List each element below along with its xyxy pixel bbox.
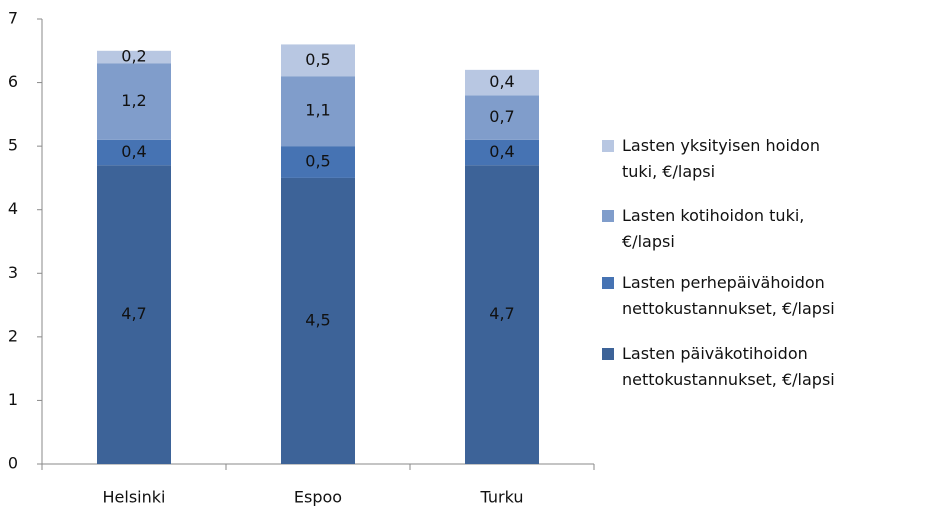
data-label: 4,7 [121, 304, 146, 323]
bar-segment [465, 139, 539, 166]
y-tick-label: 5 [8, 136, 18, 155]
data-label: 1,1 [305, 101, 330, 120]
bar-segment [97, 50, 171, 64]
y-tick-label: 3 [8, 263, 18, 282]
data-label: 0,4 [489, 72, 514, 91]
bar-segment [465, 165, 539, 464]
data-label: 4,7 [489, 304, 514, 323]
legend-label: Lasten perhepäivähoidon nettokustannukset… [622, 273, 835, 318]
y-tick-label: 1 [8, 390, 18, 409]
legend-label: Lasten päiväkotihoidon nettokustannukset,… [622, 344, 835, 389]
legend-label: Lasten yksityisen hoidon tuki, €/lapsi [622, 136, 820, 181]
y-tick-label: 7 [8, 9, 18, 28]
bar-segment [97, 139, 171, 166]
x-tick-label: Helsinki [103, 488, 166, 507]
data-label: 0,2 [121, 47, 146, 66]
data-label: 1,2 [121, 91, 146, 110]
legend-swatch [602, 140, 614, 152]
bar-segment [97, 63, 171, 140]
x-tick-label: Espoo [294, 488, 342, 507]
legend-label: Lasten kotihoidon tuki, €/lapsi [622, 206, 804, 251]
legend-swatch [602, 348, 614, 360]
bar-segment [281, 177, 355, 464]
legend-swatch [602, 210, 614, 222]
data-label: 0,4 [121, 142, 146, 161]
data-label: 0,5 [305, 50, 330, 69]
legend-swatch [602, 277, 614, 289]
bar-segment [465, 95, 539, 140]
y-tick-label: 0 [8, 454, 18, 473]
x-tick-label: Turku [480, 488, 524, 507]
y-tick-label: 4 [8, 199, 18, 218]
y-tick-label: 6 [8, 72, 18, 91]
data-label: 0,7 [489, 107, 514, 126]
data-label: 0,4 [489, 142, 514, 161]
bar-segment [281, 146, 355, 178]
bar-segment [465, 69, 539, 96]
bar-segment [97, 165, 171, 464]
data-label: 4,5 [305, 310, 330, 329]
bar-segment [281, 76, 355, 147]
y-tick-label: 2 [8, 326, 18, 345]
bar-segment [281, 44, 355, 77]
data-label: 0,5 [305, 152, 330, 171]
